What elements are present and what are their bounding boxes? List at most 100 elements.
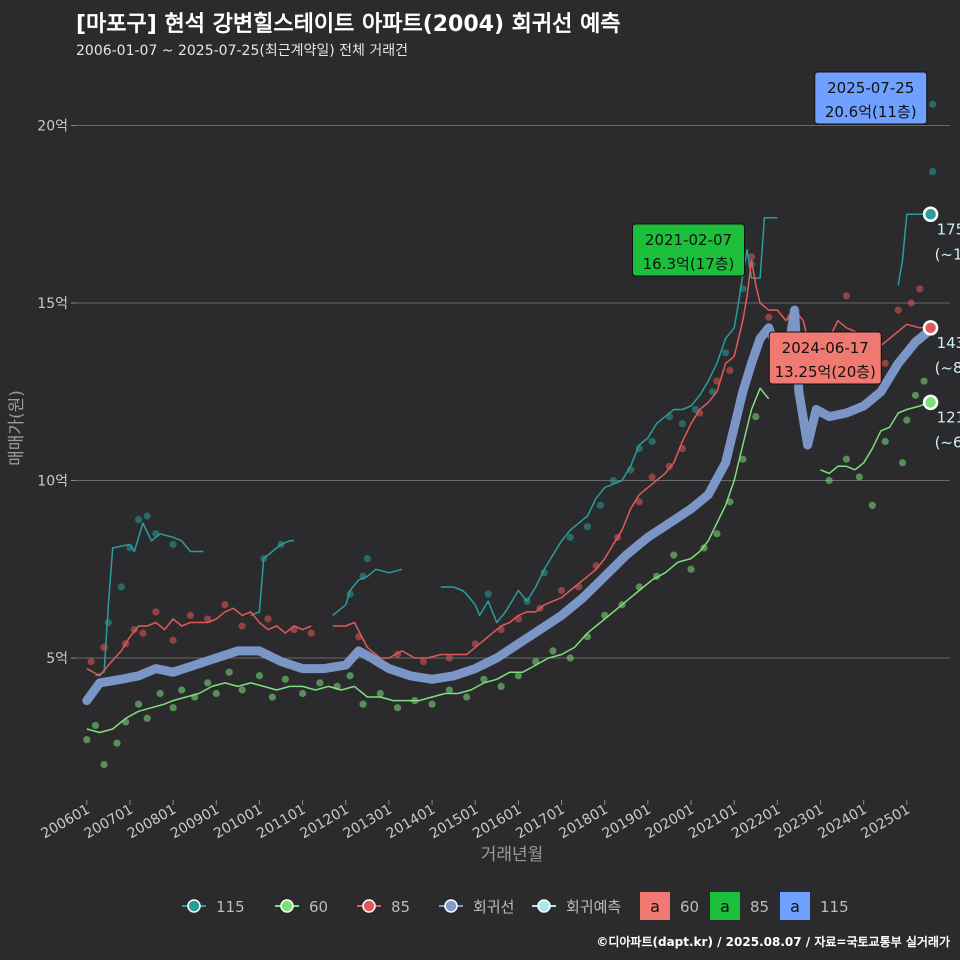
x-axis: 2006012007012008012009012010012011012012… xyxy=(38,800,913,843)
end-value-label-60: 121,562 xyxy=(937,408,960,426)
legend-fill-label: 60 xyxy=(680,898,699,916)
x-tick-label: 202201 xyxy=(729,802,783,843)
scatter-point-60 xyxy=(687,565,695,573)
scatter-point-115 xyxy=(665,413,674,421)
legend-fill-glyph: a xyxy=(790,897,800,916)
scatter-point-60 xyxy=(445,686,453,694)
scatter-point-60 xyxy=(212,689,220,698)
scatter-point-85 xyxy=(169,636,177,644)
legend-label: 115 xyxy=(216,898,245,916)
legend-label: 회귀선 xyxy=(473,898,514,916)
legend-fill-label: 85 xyxy=(750,898,769,916)
x-tick-label: 201001 xyxy=(211,802,265,843)
scatter-point-60 xyxy=(601,611,609,620)
end-point-labels: 175,250 (~115㎡) 143,333 (~85㎡) 121,562 (~60㎡) xyxy=(922,206,960,451)
scatter-point-60 xyxy=(255,672,264,680)
end-point-85 xyxy=(922,320,939,336)
annotation-box-115 xyxy=(814,71,928,125)
scatter-point-60 xyxy=(670,551,678,559)
scatter-point-85 xyxy=(307,629,315,637)
series-line-115 xyxy=(897,213,929,286)
scatter-point-60 xyxy=(514,672,522,680)
scatter-point-85 xyxy=(557,586,566,595)
scatter-point-60 xyxy=(83,736,91,744)
annotation-price-85: 16.3억(17층) xyxy=(643,255,735,273)
x-tick-label: 201701 xyxy=(513,802,567,843)
scatter-point-85 xyxy=(916,285,924,293)
legend-fill-label: 115 xyxy=(820,898,849,916)
scatter-point-60 xyxy=(713,530,721,538)
x-tick-label: 202501 xyxy=(859,802,913,843)
scatter-point-85 xyxy=(765,313,773,321)
legend-fill-swatch xyxy=(640,892,670,920)
scatter-point-85 xyxy=(894,306,902,314)
scatter-point-60 xyxy=(739,455,747,463)
end-area-label-85: (~85㎡) xyxy=(935,359,960,377)
legend-fill-glyph: a xyxy=(720,897,730,916)
annotation-date-115: 2025-07-25 xyxy=(827,79,914,97)
end-value-label-115: 175,250 xyxy=(937,220,960,238)
x-tick-label: 201901 xyxy=(600,802,654,843)
x-tick-label: 201801 xyxy=(556,802,610,843)
scatter-point-85 xyxy=(445,654,453,662)
legend-fill-glyph: a xyxy=(650,897,660,916)
scatter-point-115 xyxy=(596,501,605,509)
scatter-point-85 xyxy=(842,292,851,300)
series-line-115 xyxy=(95,522,204,677)
scatter-point-60 xyxy=(156,689,164,698)
x-tick-label: 201501 xyxy=(427,802,481,843)
footer-credit: ©디아파트(dapt.kr) / 2025.08.07 / 자료=국토교통부 실… xyxy=(596,935,950,949)
scatter-point-85 xyxy=(87,657,95,666)
end-point-60 xyxy=(922,394,939,411)
scatter-point-60 xyxy=(549,647,557,655)
legend-label: 60 xyxy=(309,898,328,916)
x-tick-label: 201101 xyxy=(254,802,308,843)
scatter-point-85 xyxy=(186,611,194,620)
scatter-point-60 xyxy=(700,544,708,552)
scatter-point-85 xyxy=(726,366,734,375)
scatter-point-115 xyxy=(484,590,492,598)
y-tick-label: 15억 xyxy=(37,296,68,312)
regression-line xyxy=(82,305,933,706)
scatter-point-60 xyxy=(100,760,108,769)
scatter-point-85 xyxy=(130,626,138,634)
scatter-point-85 xyxy=(713,377,721,385)
legend-point xyxy=(362,899,376,913)
end-point-115 xyxy=(922,206,939,222)
scatter-point-85 xyxy=(152,608,160,616)
legend-fill-swatch xyxy=(780,892,810,920)
scatter-point-60 xyxy=(920,377,928,385)
series-line-60 xyxy=(820,401,929,475)
scatter-point-115 xyxy=(583,523,592,531)
x-tick-label: 201401 xyxy=(384,802,438,843)
scatter-point-60 xyxy=(281,675,289,683)
scatter-point-60 xyxy=(178,686,186,694)
scatter-point-60 xyxy=(868,501,876,509)
legend-fill-swatch xyxy=(710,892,740,920)
scatter-point-60 xyxy=(903,416,911,424)
scatter-point-85 xyxy=(139,629,147,637)
y-axis-title: 매매가(원) xyxy=(7,390,27,466)
x-tick-label: 200701 xyxy=(82,802,136,843)
scatter-point-85 xyxy=(471,640,479,648)
x-tick-label: 201301 xyxy=(341,802,395,843)
scatter-point-115 xyxy=(152,530,160,538)
scatter-point-85 xyxy=(204,615,212,623)
legend: 115 60 85 회귀선 회귀예측 a 60 a 85 a 115 xyxy=(182,892,849,920)
scatter-point-115 xyxy=(678,420,687,428)
scatter-point-60 xyxy=(134,700,143,708)
scatter-point-60 xyxy=(91,721,100,730)
scatter-point-60 xyxy=(122,718,130,726)
scatter-point-60 xyxy=(855,473,863,481)
scatter-point-60 xyxy=(359,700,367,708)
x-tick-label: 201201 xyxy=(297,802,351,843)
x-tick-label: 202001 xyxy=(643,802,697,843)
annotation-price-60: 13.25억(20층) xyxy=(775,363,876,381)
scatter-point-85 xyxy=(648,473,656,481)
scatter-point-115 xyxy=(169,540,177,549)
series-line-85 xyxy=(86,607,312,677)
scatter-point-60 xyxy=(752,413,760,421)
x-tick-label: 201601 xyxy=(470,802,524,843)
scatter-point-60 xyxy=(898,459,907,467)
